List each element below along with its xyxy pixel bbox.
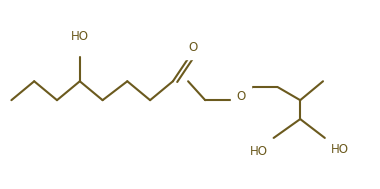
Text: O: O (188, 41, 198, 54)
Text: HO: HO (331, 143, 349, 156)
Text: HO: HO (249, 145, 268, 158)
Text: HO: HO (71, 30, 89, 43)
Text: O: O (237, 90, 246, 102)
